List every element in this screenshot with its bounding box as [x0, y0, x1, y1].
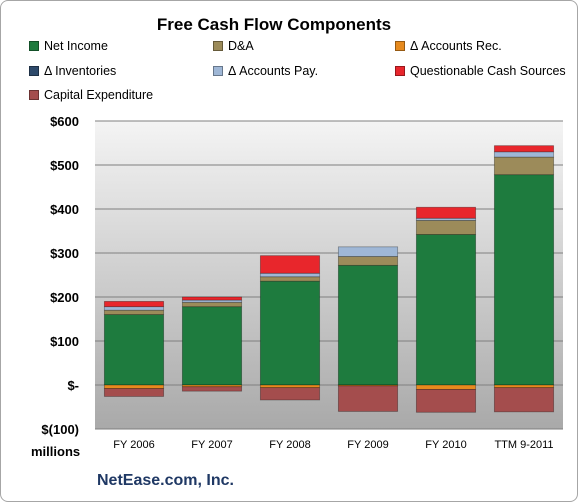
legend-label-accounts-rec: Δ Accounts Rec. [410, 39, 502, 53]
units-label: millions [31, 444, 81, 459]
bar-segment [181, 301, 243, 308]
bar-segment [181, 386, 243, 392]
x-tick-label: FY 2007 [191, 439, 232, 451]
bar-segment [337, 264, 399, 386]
bar-segment [259, 255, 321, 274]
bar-segment [493, 156, 555, 176]
legend-label-inventories: Δ Inventories [44, 64, 117, 78]
bar-segment [259, 272, 321, 278]
legend-item-net-income: Net Income [29, 39, 108, 53]
chart-title: Free Cash Flow Components [156, 15, 392, 34]
bar-segment [103, 306, 165, 311]
legend-swatch-da [213, 41, 223, 51]
legend-swatch-net-income [29, 41, 39, 51]
bar-segment [415, 234, 477, 386]
legend-swatch-accounts-rec [395, 41, 405, 51]
legend-swatch-inventories [29, 66, 39, 76]
y-tick-label: $600 [50, 114, 79, 129]
legend-label-capex: Capital Expenditure [44, 88, 154, 102]
bar-segment [103, 384, 165, 389]
y-tick-label: $300 [50, 246, 79, 261]
y-tick-label: $100 [50, 334, 79, 349]
legend-label-accounts-pay: Δ Accounts Pay. [228, 64, 319, 78]
bar-segment [493, 387, 555, 413]
legend-label-da: D&A [228, 39, 254, 53]
y-tick-label: $400 [50, 202, 79, 217]
bar-segment [259, 280, 321, 386]
legend-swatch-capex [29, 90, 39, 100]
bar-segment [415, 388, 477, 413]
bar-segment [103, 309, 165, 316]
bar-segment [493, 174, 555, 386]
bar-segment [337, 256, 399, 266]
legend-item-inventories: Δ Inventories [29, 64, 116, 78]
bar-segment [415, 220, 477, 235]
y-tick-label: $(100) [41, 422, 79, 437]
bar-segment [181, 306, 243, 386]
bar-segment [181, 296, 243, 301]
legend-item-accounts-pay: Δ Accounts Pay. [213, 64, 318, 78]
bar-segment [103, 300, 165, 308]
y-tick-label: $- [67, 378, 79, 393]
legend-label-questionable: Questionable Cash Sources [410, 64, 566, 78]
legend-item-accounts-rec: Δ Accounts Rec. [395, 39, 502, 53]
bar-segment [103, 388, 165, 397]
bar-segment [415, 384, 477, 390]
legend-item-questionable: Questionable Cash Sources [395, 64, 566, 78]
x-tick-label: FY 2010 [425, 439, 466, 451]
y-tick-label: $200 [50, 290, 79, 305]
legend-item-capex: Capital Expenditure [29, 88, 153, 102]
bar-segment [337, 385, 399, 412]
plot-area: $(100) $- $100 $200 $300 $400 $500 $600 FY 2006… [41, 114, 563, 451]
legend-swatch-questionable [395, 66, 405, 76]
x-tick-label: FY 2008 [269, 439, 310, 451]
x-tick-label: TTM 9-2011 [494, 439, 553, 451]
legend-swatch-accounts-pay [213, 66, 223, 76]
bar-segment [337, 246, 399, 257]
x-tick-label: FY 2009 [347, 439, 388, 451]
bar-segment [493, 145, 555, 153]
bar-segment [259, 276, 321, 282]
legend-item-da: D&A [213, 39, 254, 53]
bar-segment [103, 314, 165, 386]
bar-segment [493, 151, 555, 158]
legend-label-net-income: Net Income [44, 39, 108, 53]
x-tick-label: FY 2006 [113, 439, 154, 451]
plot-background [95, 121, 563, 429]
bar-segment [415, 206, 477, 219]
bar-segment [259, 387, 321, 401]
company-name: NetEase.com, Inc. [97, 472, 234, 489]
y-tick-label: $500 [50, 158, 79, 173]
